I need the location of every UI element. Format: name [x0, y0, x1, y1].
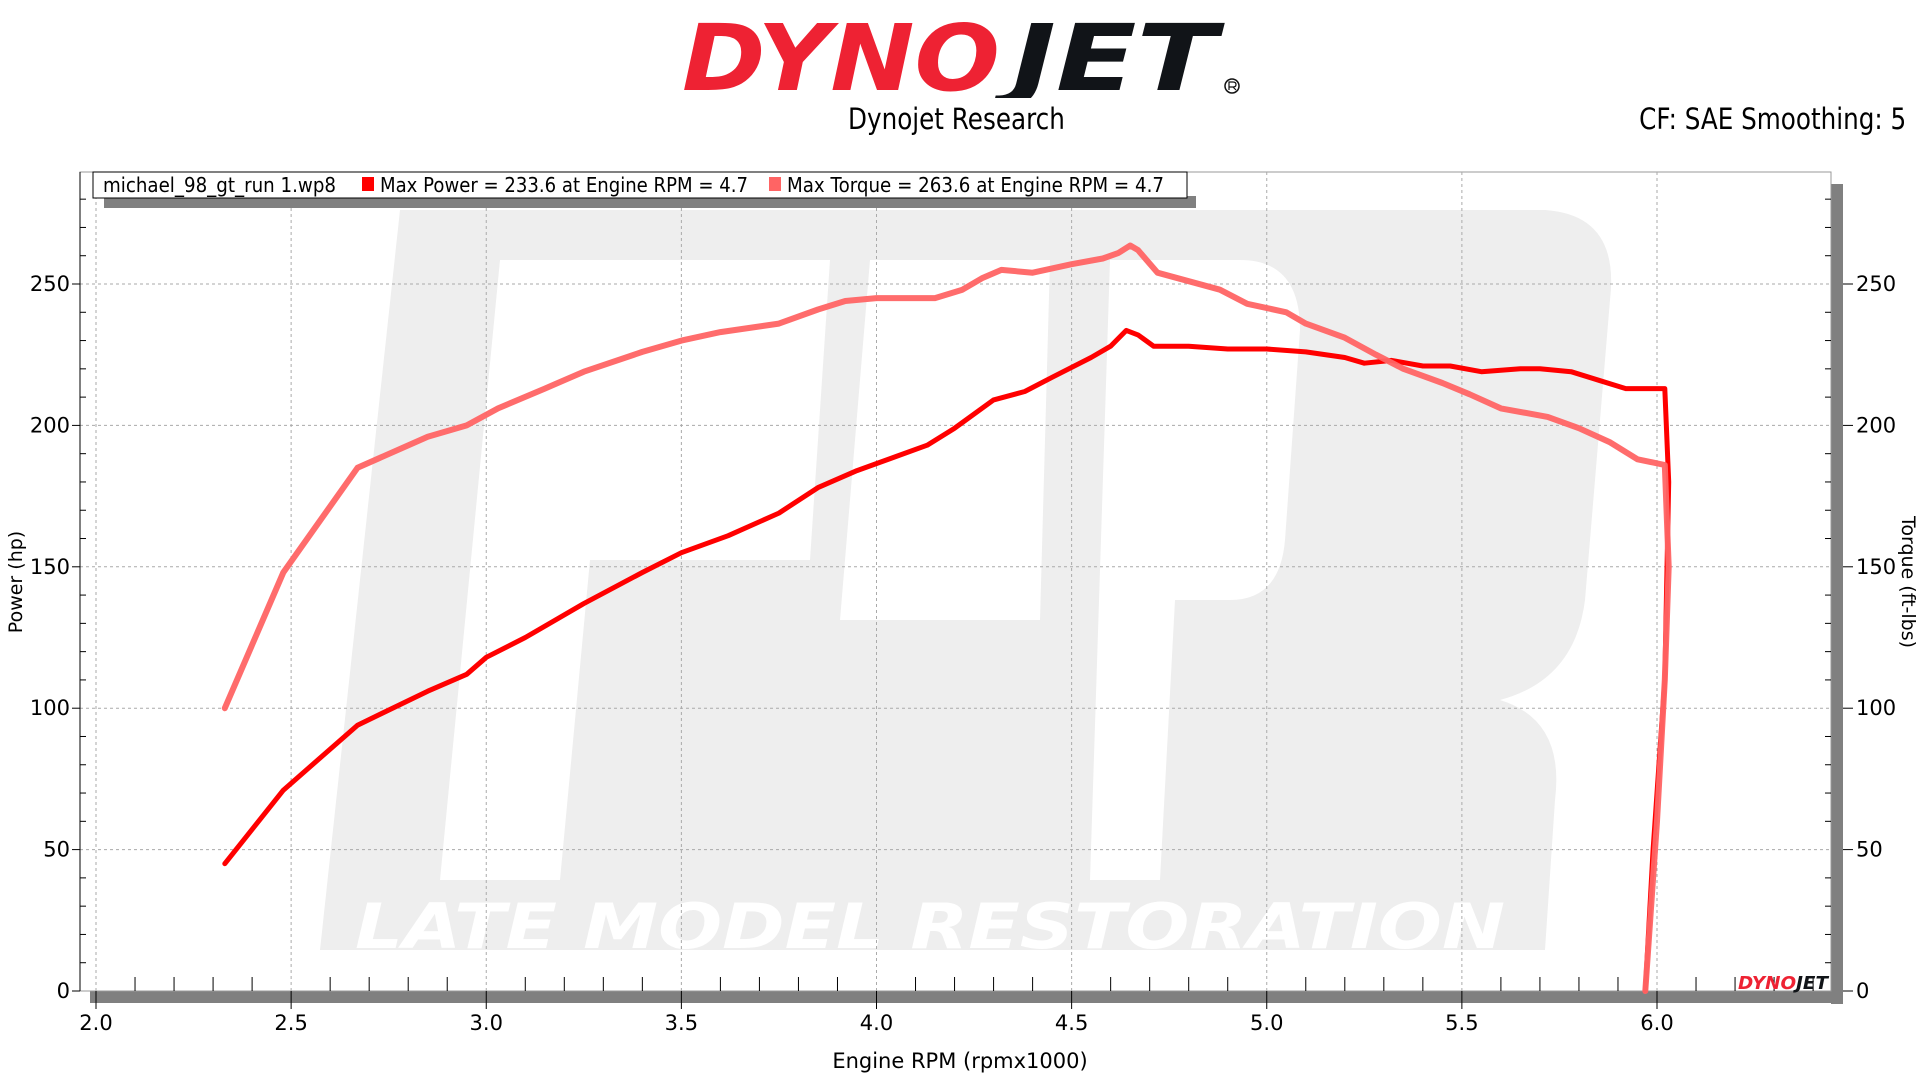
y-tick-label: 50 — [43, 838, 70, 862]
legend-run-name: michael_98_gt_run 1.wp8 — [103, 173, 336, 197]
y2-tick-label: 150 — [1856, 555, 1896, 579]
y-tick-label: 150 — [30, 555, 70, 579]
y2-tick-label: 250 — [1856, 272, 1896, 296]
y-tick-label: 0 — [57, 979, 70, 1003]
x-tick-label: 5.0 — [1250, 1011, 1283, 1035]
settings-readout: CF: SAE Smoothing: 5 — [1638, 102, 1906, 136]
small-logo-text-red: DYNO — [1738, 973, 1796, 994]
dynojet-logo: DYNO JET — [682, 5, 1242, 112]
y2-axis-bar — [1831, 184, 1843, 1004]
watermark-letters — [320, 210, 1612, 950]
legend-box — [92, 171, 1188, 199]
x-tick-label: 2.5 — [274, 1011, 307, 1035]
y2-tick-label: 50 — [1856, 838, 1883, 862]
y2-tick-label: 200 — [1856, 413, 1896, 437]
logo-text-red: DYNO — [682, 8, 1000, 98]
y-tick-label: 250 — [30, 272, 70, 296]
legend: michael_98_gt_run 1.wp8 Max Power = 233.6… — [103, 173, 1164, 197]
x-tick-label: 2.0 — [79, 1011, 112, 1035]
x-axis-bar — [90, 991, 1843, 1003]
x-axis-label: Engine RPM (rpmx1000) — [832, 1049, 1087, 1073]
legend-shadow — [104, 196, 1196, 208]
subtitle: Dynojet Research — [848, 102, 1065, 136]
y-tick-label: 200 — [30, 413, 70, 437]
legend-entry-power: Max Power = 233.6 at Engine RPM = 4.7 — [380, 173, 748, 197]
legend-swatch-torque — [769, 177, 781, 191]
legend-entry-torque: Max Torque = 263.6 at Engine RPM = 4.7 — [787, 173, 1164, 197]
y2-tick-label: 0 — [1856, 979, 1869, 1003]
logo-text-black: JET — [991, 8, 1225, 98]
registered-icon — [1224, 78, 1240, 94]
x-tick-label: 3.0 — [470, 1011, 503, 1035]
watermark-text: LATE MODEL RESTORATION — [355, 890, 1505, 963]
x-tick-label: 6.0 — [1640, 1011, 1673, 1035]
y-axis-label: Power (hp) — [5, 531, 27, 633]
x-tick-label: 5.5 — [1445, 1011, 1478, 1035]
torque-line — [221, 242, 1672, 994]
power-line — [222, 327, 1672, 994]
y2-axis-label: Torque (ft-lbs) — [1897, 515, 1919, 648]
small-logo-text-black: JET — [1793, 973, 1830, 994]
x-tick-label: 3.5 — [665, 1011, 698, 1035]
x-tick-label: 4.0 — [860, 1011, 893, 1035]
watermark-logo: LATE MODEL RESTORATION — [320, 210, 1612, 963]
legend-swatch-power — [362, 177, 374, 191]
y2-tick-label: 100 — [1856, 696, 1896, 720]
y-tick-label: 100 — [30, 696, 70, 720]
x-tick-label: 4.5 — [1055, 1011, 1088, 1035]
small-dynojet-logo: DYNOJET — [1738, 973, 1830, 994]
